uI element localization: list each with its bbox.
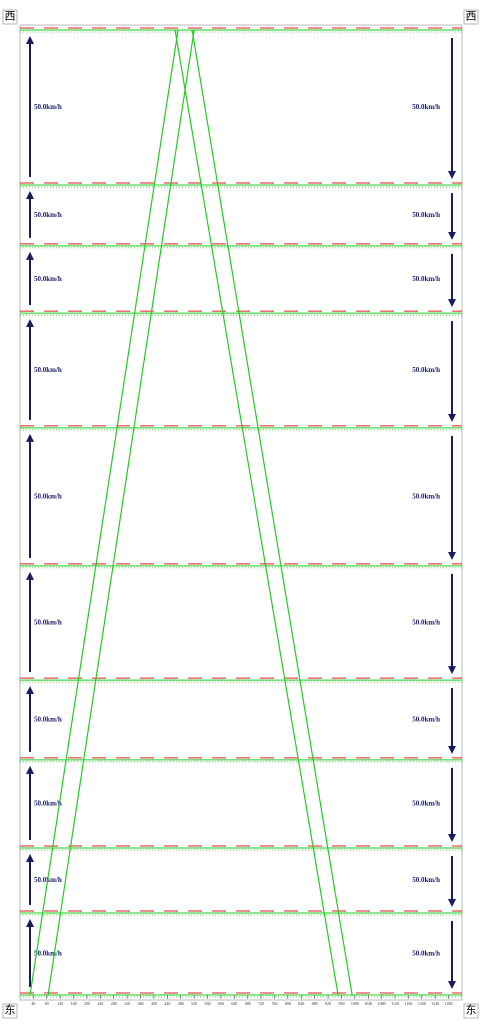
corner-box <box>463 9 479 25</box>
x-tick-label: 360 <box>138 1001 144 1006</box>
x-tick-label: 1120 <box>391 1001 399 1006</box>
x-tick-label: 80 <box>45 1001 49 1006</box>
speed-label: 50.0km/h <box>34 103 62 111</box>
speed-label: 50.0km/h <box>412 619 440 627</box>
direction-label: 西 <box>466 11 477 23</box>
speed-label: 50.0km/h <box>412 716 440 724</box>
corner-box <box>2 1003 18 1019</box>
x-tick-label: 440 <box>164 1001 170 1006</box>
speed-label: 50.0km/h <box>412 876 440 884</box>
speed-label: 50.0km/h <box>34 716 62 724</box>
speed-label: 50.0km/h <box>34 619 62 627</box>
speed-label: 50.0km/h <box>34 275 62 283</box>
speed-label: 50.0km/h <box>34 950 62 958</box>
corner-box <box>463 1003 479 1019</box>
x-tick-label: 960 <box>338 1001 344 1006</box>
x-tick-label: 240 <box>97 1001 103 1006</box>
x-tick-label: 400 <box>151 1001 157 1006</box>
speed-label: 50.0km/h <box>412 950 440 958</box>
x-tick-label: 480 <box>178 1001 184 1006</box>
x-tick-label: 200 <box>84 1001 90 1006</box>
frame <box>19 24 463 1001</box>
x-tick-label: 800 <box>285 1001 291 1006</box>
x-tick-label: 640 <box>231 1001 237 1006</box>
speed-label: 50.0km/h <box>412 275 440 283</box>
x-tick-label: 1160 <box>404 1001 412 1006</box>
speed-label: 50.0km/h <box>412 103 440 111</box>
x-tick-label: 1000 <box>351 1001 359 1006</box>
x-tick-label: 680 <box>245 1001 251 1006</box>
speed-label: 50.0km/h <box>34 211 62 219</box>
direction-label: 西 <box>5 11 16 23</box>
x-tick-label: 840 <box>298 1001 304 1006</box>
x-tick-label: 1240 <box>431 1001 439 1006</box>
speed-label: 50.0km/h <box>412 211 440 219</box>
x-tick-label: 160 <box>71 1001 77 1006</box>
green-wave-line <box>191 29 353 996</box>
green-wave-line <box>174 29 339 996</box>
x-tick-label: 1280 <box>445 1001 453 1006</box>
direction-label: 东 <box>466 1004 477 1017</box>
speed-label: 50.0km/h <box>412 366 440 374</box>
direction-label: 东 <box>5 1004 16 1017</box>
x-tick-label: 920 <box>325 1001 331 1006</box>
x-tick-label: 600 <box>218 1001 224 1006</box>
x-tick-label: 560 <box>205 1001 211 1006</box>
x-tick-label: 1040 <box>364 1001 372 1006</box>
x-tick-label: 40 <box>31 1001 35 1006</box>
speed-label: 50.0km/h <box>34 366 62 374</box>
x-tick-label: 760 <box>271 1001 277 1006</box>
speed-label: 50.0km/h <box>34 493 62 501</box>
x-tick-label: 1200 <box>418 1001 426 1006</box>
x-tick-label: 720 <box>258 1001 264 1006</box>
speed-label: 50.0km/h <box>412 800 440 808</box>
x-tick-label: 880 <box>312 1001 318 1006</box>
speed-label: 50.0km/h <box>412 493 440 501</box>
x-tick-label: 320 <box>124 1001 130 1006</box>
green-wave-line <box>29 29 179 996</box>
green-wave-line <box>47 29 195 996</box>
x-tick-label: 520 <box>191 1001 197 1006</box>
x-tick-label: 280 <box>111 1001 117 1006</box>
corner-box <box>2 9 18 25</box>
x-tick-label: 120 <box>57 1001 63 1006</box>
x-tick-label: 1080 <box>378 1001 386 1006</box>
speed-label: 50.0km/h <box>34 800 62 808</box>
